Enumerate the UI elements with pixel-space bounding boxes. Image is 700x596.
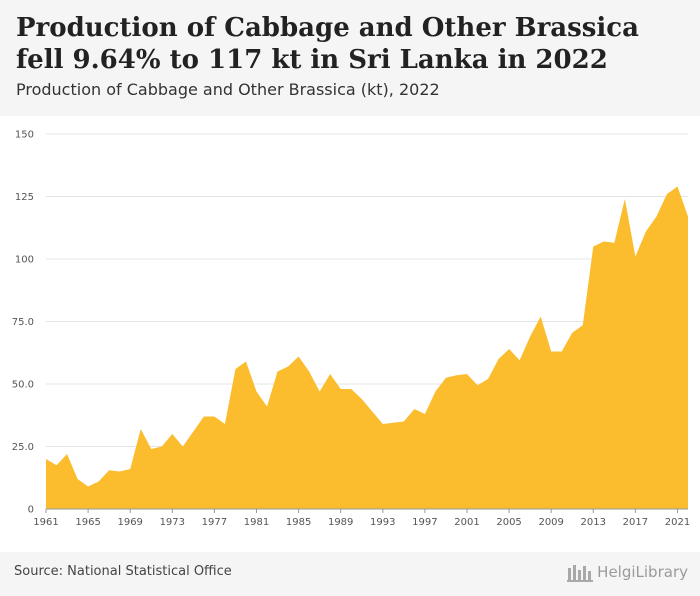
logo-text: HelgiLibrary (597, 563, 688, 581)
x-tick-label: 1973 (160, 517, 185, 528)
y-axis-ticks: 0 25.0 50.0 75.0 100 125 150 (12, 130, 34, 516)
source-note: Source: National Statistical Office (14, 564, 232, 579)
x-tick-label: 2017 (623, 517, 648, 528)
y-tick-label: 50.0 (12, 380, 34, 391)
x-tick-label: 2009 (538, 517, 563, 528)
y-tick-label: 125 (15, 192, 34, 203)
x-tick-label: 1965 (75, 517, 100, 528)
helgi-library-logo[interactable]: HelgiLibrary (567, 562, 688, 582)
x-tick-label: 1981 (244, 517, 269, 528)
production-area (46, 186, 688, 509)
y-tick-label: 0 (28, 505, 34, 516)
x-tick-label: 1961 (33, 517, 58, 528)
y-tick-label: 25.0 (12, 442, 34, 453)
x-tick-label: 2021 (665, 517, 690, 528)
x-tick-label: 2013 (581, 517, 606, 528)
x-tick-label: 1993 (370, 517, 395, 528)
y-tick-label: 100 (15, 255, 34, 266)
library-icon (567, 565, 594, 582)
x-tick-label: 1977 (202, 517, 227, 528)
area-series (46, 186, 688, 509)
header: Production of Cabbage and Other Brassica… (0, 0, 700, 116)
x-axis-ticks: 1961 1965 1969 1973 1977 1981 1985 1989 1993 1997… (33, 508, 690, 528)
grid-lines (46, 133, 688, 510)
x-tick-label: 2001 (454, 517, 479, 528)
y-tick-label: 150 (15, 130, 34, 141)
x-tick-label: 2005 (496, 517, 521, 528)
x-tick-label: 1985 (286, 517, 311, 528)
y-tick-label: 75.0 (12, 317, 34, 328)
chart-subtitle: Production of Cabbage and Other Brassica… (16, 80, 440, 99)
x-tick-label: 1997 (412, 517, 437, 528)
footer: Source: National Statistical Office Helg… (0, 552, 700, 596)
x-tick-label: 1969 (117, 517, 142, 528)
page-title: Production of Cabbage and Other Brassica… (16, 13, 639, 75)
x-tick-label: 1989 (328, 517, 353, 528)
